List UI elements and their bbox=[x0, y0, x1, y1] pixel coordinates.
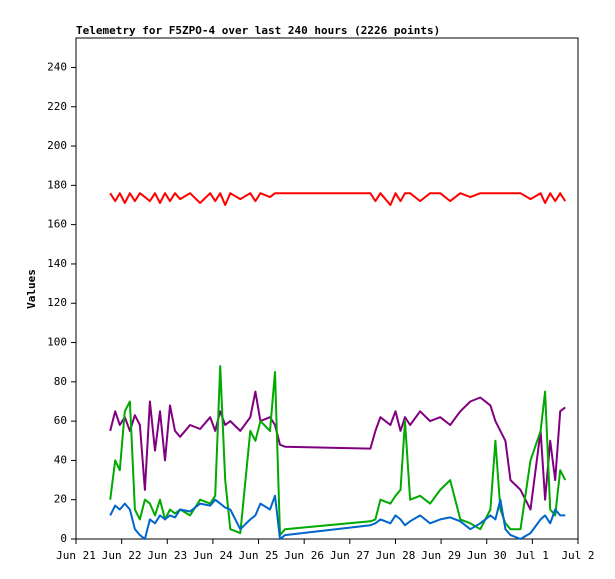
y-tick-label: 60 bbox=[54, 414, 67, 427]
y-axis-label: Values bbox=[25, 269, 38, 309]
y-tick-label: 240 bbox=[47, 60, 67, 73]
y-tick-label: 40 bbox=[54, 453, 67, 466]
x-tick-label: Jun 27 bbox=[330, 549, 370, 562]
x-tick-label: Jun 30 bbox=[467, 549, 507, 562]
y-tick-label: 100 bbox=[47, 336, 67, 349]
x-tick-label: Jun 21 bbox=[56, 549, 96, 562]
x-tick-label: Jun 22 bbox=[102, 549, 142, 562]
plot-frame bbox=[75, 37, 579, 540]
x-tick-label: Jul 2 bbox=[561, 549, 594, 562]
series-line bbox=[109, 494, 566, 540]
y-tick-label: 20 bbox=[54, 493, 67, 506]
y-tick-label: 140 bbox=[47, 257, 67, 270]
y-tick-label: 120 bbox=[47, 296, 67, 309]
x-tick-label: Jun 25 bbox=[239, 549, 279, 562]
x-tick-label: Jun 23 bbox=[147, 549, 187, 562]
series-line bbox=[109, 192, 567, 206]
y-tick-label: 180 bbox=[47, 178, 67, 191]
y-tick-label: 200 bbox=[47, 139, 67, 152]
y-tick-label: 220 bbox=[47, 100, 67, 113]
x-tick-label: Jun 28 bbox=[376, 549, 416, 562]
x-tick-label: Jun 29 bbox=[421, 549, 461, 562]
x-tick-label: Jun 24 bbox=[193, 549, 233, 562]
y-tick-label: 80 bbox=[54, 375, 67, 388]
y-tick-label: 160 bbox=[47, 218, 67, 231]
chart-title: Telemetry for F5ZPO-4 over last 240 hour… bbox=[76, 24, 440, 37]
series-line bbox=[109, 390, 566, 511]
x-tick-label: Jul 1 bbox=[516, 549, 549, 562]
y-tick-label: 0 bbox=[60, 532, 67, 545]
x-tick-label: Jun 26 bbox=[284, 549, 324, 562]
